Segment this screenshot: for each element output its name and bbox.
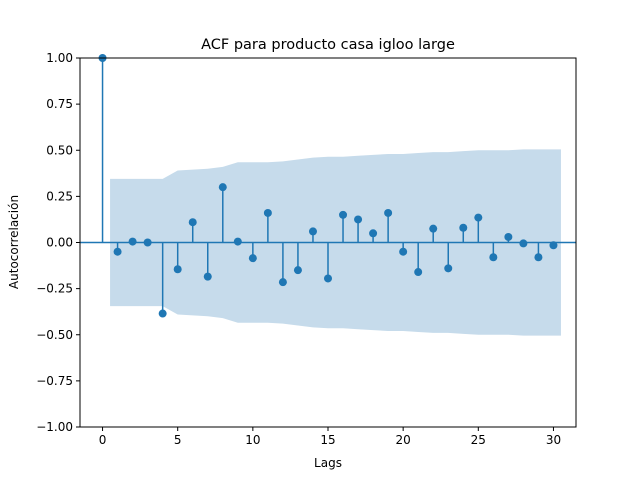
- chart-title: ACF para producto casa igloo large: [201, 37, 455, 53]
- y-ticks: −1.00 −0.75 −0.50 −0.25 0.00 0.25 0.50 0.75 1.00: [36, 51, 80, 434]
- y-tick-label: −1.00: [36, 420, 73, 434]
- acf-point-lag-5: [173, 265, 182, 274]
- x-tick-label: 15: [320, 433, 335, 447]
- acf-point-lag-18: [369, 229, 378, 238]
- acf-point-lag-26: [489, 253, 498, 262]
- x-axis-label: Lags: [314, 456, 342, 470]
- acf-point-lag-11: [263, 208, 272, 217]
- y-tick-label: 1.00: [46, 51, 73, 65]
- acf-point-lag-19: [384, 208, 393, 217]
- acf-point-lag-27: [504, 232, 513, 241]
- acf-point-lag-13: [293, 266, 302, 275]
- y-axis-label: Autocorrelación: [7, 195, 21, 289]
- acf-point-lag-23: [444, 264, 453, 273]
- x-tick-label: 20: [396, 433, 411, 447]
- acf-point-lag-15: [324, 274, 332, 283]
- y-tick-label: −0.50: [36, 328, 73, 342]
- y-tick-label: 0.50: [46, 143, 73, 157]
- acf-point-lag-10: [248, 254, 257, 263]
- acf-point-lag-17: [354, 215, 363, 224]
- y-tick-label: −0.25: [36, 282, 73, 296]
- acf-point-lag-3: [143, 238, 152, 247]
- acf-point-lag-21: [414, 268, 423, 277]
- acf-point-lag-30: [549, 241, 558, 250]
- y-tick-label: 0.00: [46, 236, 73, 250]
- y-tick-label: 0.75: [46, 97, 73, 111]
- acf-point-lag-6: [188, 218, 197, 227]
- acf-point-lag-20: [399, 247, 408, 256]
- acf-point-lag-16: [339, 210, 348, 219]
- acf-point-lag-1: [113, 247, 122, 256]
- acf-point-lag-9: [233, 237, 242, 246]
- x-tick-label: 30: [546, 433, 561, 447]
- acf-point-lag-12: [278, 278, 287, 287]
- acf-point-lag-22: [429, 224, 438, 233]
- acf-point-lag-29: [534, 253, 543, 262]
- acf-point-lag-24: [459, 223, 468, 232]
- x-ticks: 0 5 10 15 20 25 30: [99, 427, 561, 447]
- acf-point-lag-28: [519, 239, 528, 248]
- x-tick-label: 0: [99, 433, 107, 447]
- acf-point-lag-7: [203, 272, 212, 281]
- stems-layer: [98, 54, 558, 318]
- x-tick-label: 10: [245, 433, 260, 447]
- acf-point-lag-8: [218, 183, 227, 192]
- acf-point-lag-14: [308, 227, 317, 236]
- acf-point-lag-4: [158, 309, 167, 318]
- acf-point-lag-25: [474, 213, 483, 222]
- y-tick-label: −0.75: [36, 374, 73, 388]
- acf-point-lag-2: [128, 237, 137, 246]
- y-tick-label: 0.25: [46, 189, 73, 203]
- x-tick-label: 5: [174, 433, 182, 447]
- x-tick-label: 25: [471, 433, 486, 447]
